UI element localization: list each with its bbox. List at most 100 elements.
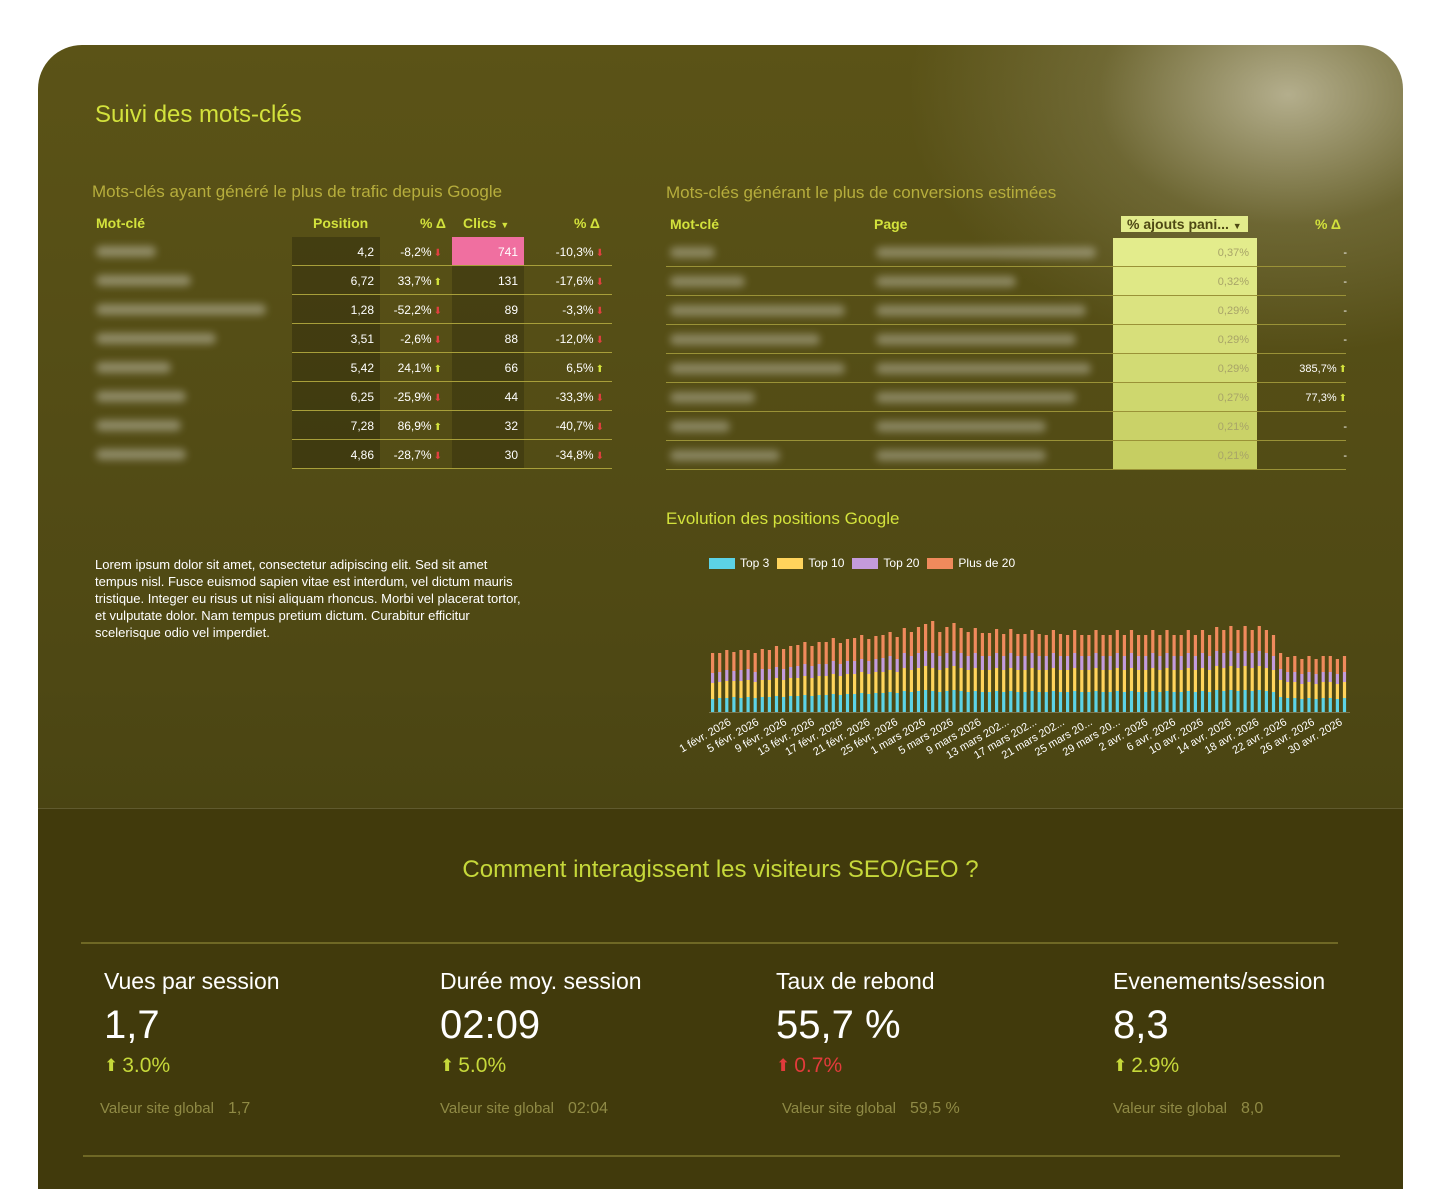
col-page[interactable]: Page [874,216,908,232]
bar-segment[interactable] [803,664,807,676]
bar-segment[interactable] [1286,698,1290,712]
bar-segment[interactable] [952,666,956,690]
bar-segment[interactable] [888,670,892,692]
bar-segment[interactable] [1144,692,1148,712]
bar-segment[interactable] [952,690,956,712]
bar-segment[interactable] [1101,670,1105,692]
bar-segment[interactable] [1279,653,1283,669]
bar-segment[interactable] [973,653,977,668]
bar-segment[interactable] [817,695,821,712]
bar-segment[interactable] [895,637,899,659]
bar-segment[interactable] [995,653,999,668]
bar-segment[interactable] [1165,653,1169,668]
bar-segment[interactable] [1087,656,1091,670]
bar-segment[interactable] [1115,691,1119,712]
bar-segment[interactable] [718,672,722,682]
bar-segment[interactable] [1101,656,1105,670]
bar-segment[interactable] [774,678,779,696]
bar-segment[interactable] [1058,656,1063,670]
bar-segment[interactable] [1222,691,1226,712]
bar-segment[interactable] [760,649,764,669]
bar-segment[interactable] [916,691,921,712]
bar-segment[interactable] [1165,691,1169,712]
bar-segment[interactable] [931,668,935,691]
bar-segment[interactable] [1051,668,1055,691]
bar-segment[interactable] [1066,670,1070,692]
bar-segment[interactable] [1066,692,1070,712]
bar-segment[interactable] [845,639,850,661]
bar-segment[interactable] [824,676,828,695]
bar-segment[interactable] [1279,697,1283,712]
bar-segment[interactable] [966,670,970,692]
bar-segment[interactable] [1129,691,1134,712]
bar-segment[interactable] [874,659,878,672]
bar-segment[interactable] [1314,699,1318,712]
bar-segment[interactable] [725,681,729,698]
col-position[interactable]: Position [313,215,369,231]
bar-segment[interactable] [1286,657,1290,672]
bar-segment[interactable] [1009,668,1013,691]
bar-segment[interactable] [796,696,800,712]
bar-segment[interactable] [959,691,963,712]
bar-segment[interactable] [867,694,871,712]
bar-segment[interactable] [1023,656,1027,670]
bar-segment[interactable] [782,669,786,680]
bar-segment[interactable] [1208,692,1212,712]
bar-segment[interactable] [1094,653,1098,668]
bar-segment[interactable] [1300,659,1304,674]
table-row[interactable]: 6,25 -25,9% ⬇ 44 -33,3% ⬇ [92,382,612,411]
bar-segment[interactable] [753,698,757,712]
bar-segment[interactable] [909,670,913,692]
bar-segment[interactable] [746,697,750,712]
bar-segment[interactable] [1002,656,1006,670]
bar-segment[interactable] [810,696,814,712]
bar-segment[interactable] [1151,653,1155,668]
bar-segment[interactable] [1137,692,1141,712]
bar-segment[interactable] [874,693,878,712]
bar-segment[interactable] [1307,656,1311,672]
bar-segment[interactable] [845,694,850,712]
table-row[interactable]: 1,28 -52,2% ⬇ 89 -3,3% ⬇ [92,295,612,324]
bar-segment[interactable] [760,697,764,712]
bar-segment[interactable] [1222,653,1226,668]
bar-segment[interactable] [1016,634,1020,656]
bar-segment[interactable] [1200,653,1205,668]
bar-segment[interactable] [1108,635,1112,656]
bar-segment[interactable] [1271,635,1276,656]
bar-segment[interactable] [760,680,764,697]
bar-segment[interactable] [1208,635,1212,656]
bar-segment[interactable] [760,669,764,680]
bar-segment[interactable] [1016,656,1020,670]
bar-segment[interactable] [1335,659,1339,674]
bar-segment[interactable] [973,668,977,691]
bar-segment[interactable] [1108,656,1112,670]
bar-segment[interactable] [725,698,729,712]
bar-segment[interactable] [1151,630,1155,653]
bar-segment[interactable] [1137,670,1141,692]
bar-segment[interactable] [987,633,992,656]
bar-segment[interactable] [916,653,921,668]
bar-segment[interactable] [817,664,821,676]
bar-segment[interactable] [867,674,871,694]
bar-segment[interactable] [753,682,757,698]
bar-segment[interactable] [1200,691,1205,712]
bar-segment[interactable] [1115,653,1119,668]
bar-segment[interactable] [1108,692,1112,712]
bar-segment[interactable] [902,668,906,691]
bar-segment[interactable] [1257,690,1261,712]
bar-segment[interactable] [938,670,942,692]
bar-segment[interactable] [1165,630,1169,653]
legend-item[interactable]: Top 3 [709,556,769,570]
bar-segment[interactable] [1037,692,1041,712]
bar-segment[interactable] [881,693,885,712]
bar-segment[interactable] [1279,680,1283,697]
bar-segment[interactable] [1037,670,1041,692]
bar-segment[interactable] [1023,634,1027,656]
bar-segment[interactable] [888,656,892,670]
bar-segment[interactable] [1229,666,1233,690]
bar-segment[interactable] [803,642,807,664]
table-row[interactable]: 0,27% 77,3% ⬆ [666,383,1356,412]
bar-segment[interactable] [1030,668,1034,691]
bar-segment[interactable] [739,681,743,698]
col-clics-delta[interactable]: % Δ [574,215,600,231]
